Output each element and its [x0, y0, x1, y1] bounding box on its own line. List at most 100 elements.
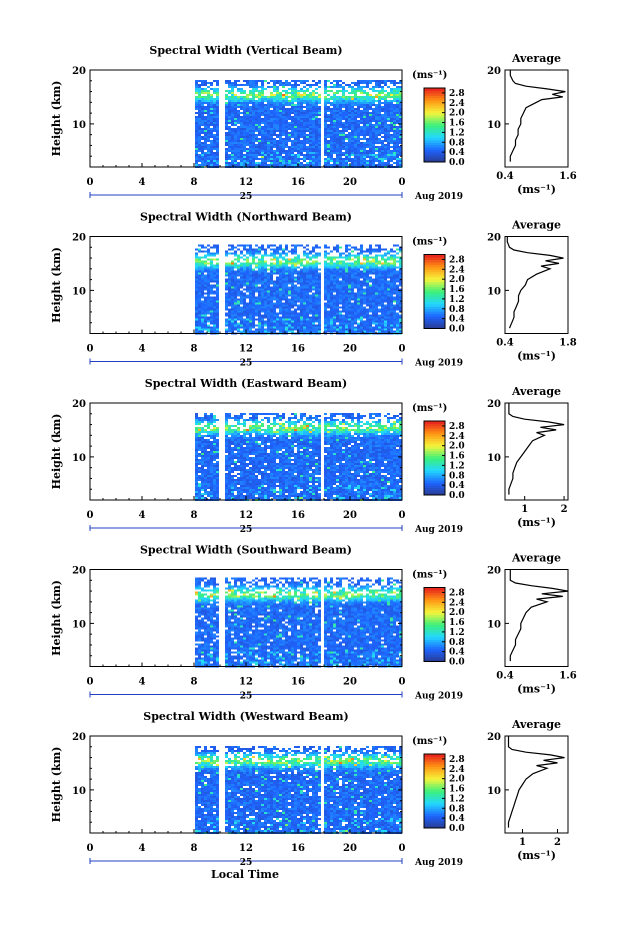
heatmap-cell	[396, 134, 399, 136]
heatmap-cell	[195, 308, 198, 311]
heatmap-cell	[195, 106, 198, 108]
heatmap-cell	[327, 262, 330, 265]
heatmap-cell	[198, 150, 201, 152]
heatmap-cell	[249, 330, 252, 333]
heatmap-cell	[387, 124, 390, 126]
heatmap-cell	[285, 130, 288, 132]
heatmap-cell	[240, 134, 243, 136]
heatmap-cell	[237, 164, 240, 166]
heatmap-cell	[246, 124, 249, 126]
heatmap-cell	[345, 272, 348, 275]
heatmap-cell	[351, 302, 354, 305]
heatmap-cell	[195, 136, 198, 138]
heatmap-cell	[375, 264, 378, 267]
heatmap-cell	[243, 298, 246, 301]
heatmap-cell	[282, 156, 285, 158]
heatmap-cell	[306, 146, 309, 148]
heatmap-cell	[372, 96, 375, 98]
heatmap-cell	[333, 314, 336, 317]
heatmap-cell	[267, 330, 270, 333]
heatmap-cell	[330, 110, 333, 112]
heatmap-cell	[366, 322, 369, 325]
heatmap-cell	[243, 118, 246, 120]
heatmap-cell	[390, 156, 393, 158]
heatmap-cell	[384, 164, 387, 166]
panel-0: Spectral Width (Vertical Beam)1020Height…	[50, 44, 577, 202]
heatmap-cell	[297, 108, 300, 110]
heatmap-cell	[243, 296, 246, 299]
heatmap-cell	[339, 98, 342, 100]
heatmap-cell	[210, 120, 213, 122]
heatmap-cell	[366, 282, 369, 285]
heatmap-cell	[246, 132, 249, 134]
heatmap-cell	[381, 118, 384, 120]
heatmap-cell	[345, 262, 348, 265]
heatmap-cell	[210, 164, 213, 166]
heatmap-cell	[300, 96, 303, 98]
heatmap-cell	[234, 152, 237, 154]
heatmap-cell	[273, 306, 276, 309]
heatmap-cell	[231, 252, 234, 255]
heatmap-cell	[225, 314, 228, 317]
heatmap-cell	[366, 150, 369, 152]
heatmap-cell	[393, 100, 396, 102]
heatmap-cell	[303, 268, 306, 271]
heatmap-cell	[366, 300, 369, 303]
heatmap-cell	[357, 142, 360, 144]
heatmap-cell	[273, 254, 276, 257]
heatmap-cell	[195, 158, 198, 160]
heatmap-cell	[396, 146, 399, 148]
heatmap-cell	[369, 120, 372, 122]
heatmap-cell	[237, 292, 240, 295]
heatmap-cell	[369, 276, 372, 279]
heatmap-cell	[270, 274, 273, 277]
heatmap-cell	[240, 124, 243, 126]
heatmap-cell	[330, 112, 333, 114]
heatmap-cell	[369, 160, 372, 162]
heatmap-cell	[216, 252, 219, 255]
heatmap-cell	[360, 98, 363, 100]
heatmap-cell	[246, 106, 249, 108]
heatmap-cell	[228, 280, 231, 283]
heatmap-cell	[225, 106, 228, 108]
heatmap-cell	[198, 102, 201, 104]
heatmap-cell	[396, 118, 399, 120]
heatmap-cell	[339, 126, 342, 128]
heatmap-cell	[327, 298, 330, 301]
heatmap-cell	[210, 302, 213, 305]
heatmap-cell	[213, 280, 216, 283]
heatmap-cell	[324, 98, 327, 100]
heatmap-cell	[381, 88, 384, 90]
heatmap-cell	[279, 248, 282, 251]
heatmap-cell	[273, 102, 276, 104]
heatmap-cell	[372, 118, 375, 120]
heatmap-cell	[267, 132, 270, 134]
heatmap-cell	[285, 280, 288, 283]
heatmap-cell	[342, 328, 345, 331]
heatmap-cell	[291, 284, 294, 287]
heatmap-cell	[324, 294, 327, 297]
heatmap-cell	[264, 110, 267, 112]
heatmap-cell	[195, 130, 198, 132]
heatmap-cell	[291, 132, 294, 134]
heatmap-cell	[387, 134, 390, 136]
heatmap-cell	[276, 264, 279, 267]
heatmap-cell	[276, 118, 279, 120]
heatmap-cell	[276, 304, 279, 307]
heatmap-cell	[279, 142, 282, 144]
heatmap-cell	[318, 144, 321, 146]
heatmap-cell	[291, 158, 294, 160]
heatmap-cell	[267, 160, 270, 162]
heatmap-cell	[375, 126, 378, 128]
heatmap-cell	[264, 144, 267, 146]
heatmap-cell	[237, 98, 240, 100]
heatmap-cell	[249, 122, 252, 124]
heatmap-cell	[315, 264, 318, 267]
heatmap-cell	[309, 252, 312, 255]
heatmap-cell	[363, 164, 366, 166]
heatmap-cell	[198, 310, 201, 313]
heatmap-cell	[300, 262, 303, 265]
heatmap-cell	[279, 256, 282, 259]
heatmap-cell	[318, 278, 321, 281]
heatmap-cell	[234, 86, 237, 88]
